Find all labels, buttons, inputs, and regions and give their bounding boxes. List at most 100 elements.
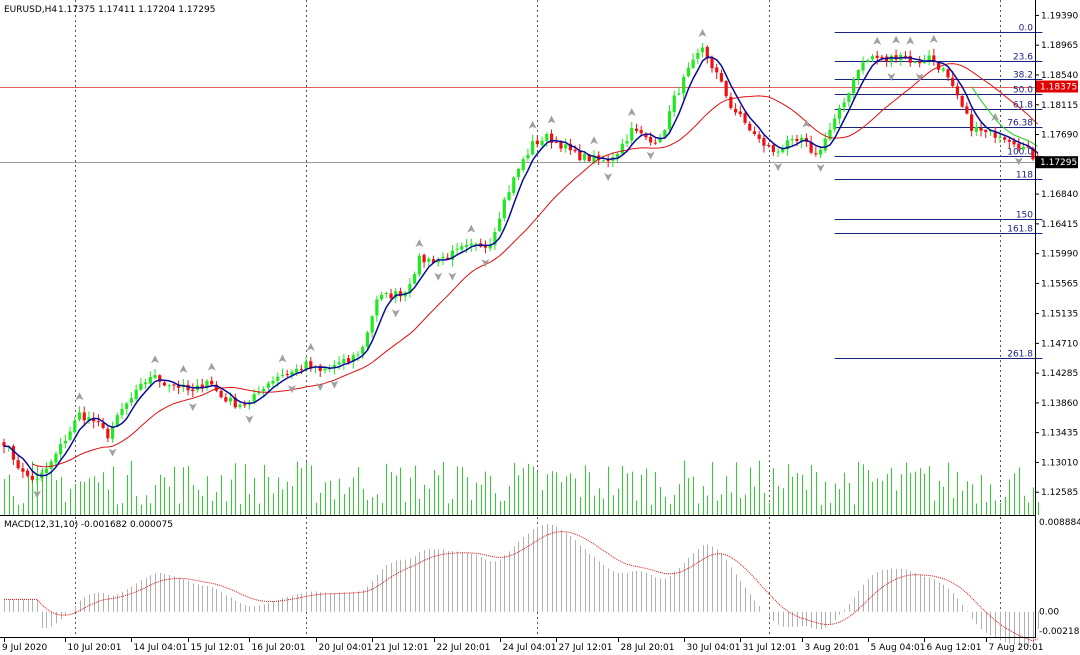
candle[interactable] (441, 252, 445, 265)
candle[interactable] (620, 138, 624, 156)
candle[interactable] (700, 42, 705, 58)
candle[interactable] (21, 462, 25, 479)
candle[interactable] (384, 291, 388, 298)
candle[interactable] (290, 369, 294, 380)
candle[interactable] (219, 387, 223, 399)
candle[interactable] (148, 371, 152, 387)
candle[interactable] (96, 414, 100, 427)
candle[interactable] (436, 257, 440, 267)
candle[interactable] (785, 135, 790, 156)
candle[interactable] (153, 369, 157, 380)
candle[interactable] (729, 92, 733, 110)
candle[interactable] (535, 135, 539, 148)
candle[interactable] (757, 131, 761, 143)
candle[interactable] (427, 256, 431, 266)
candle[interactable] (653, 138, 657, 145)
candle[interactable] (205, 378, 209, 391)
candle[interactable] (120, 402, 124, 420)
candle[interactable] (455, 242, 459, 255)
candle[interactable] (134, 384, 138, 402)
candle[interactable] (54, 451, 58, 467)
candle[interactable] (748, 121, 752, 132)
candle[interactable] (512, 176, 516, 196)
candle[interactable] (955, 82, 960, 100)
candle[interactable] (630, 122, 634, 146)
candle[interactable] (413, 271, 417, 285)
candle[interactable] (483, 240, 488, 254)
candle[interactable] (672, 90, 676, 117)
candle[interactable] (922, 54, 926, 64)
candle[interactable] (861, 56, 865, 75)
candle[interactable] (724, 80, 728, 99)
candle[interactable] (752, 126, 757, 136)
candle[interactable] (186, 380, 190, 396)
candle[interactable] (469, 238, 473, 252)
candle[interactable] (540, 136, 544, 149)
candle[interactable] (493, 227, 497, 251)
candle[interactable] (696, 48, 700, 65)
candle[interactable] (686, 62, 690, 78)
candle[interactable] (979, 122, 983, 137)
candle[interactable] (776, 148, 780, 158)
candle[interactable] (101, 417, 105, 430)
candle[interactable] (417, 253, 421, 278)
candlesticks[interactable] (2, 42, 1040, 485)
candle[interactable] (634, 123, 639, 134)
candle[interactable] (521, 156, 525, 173)
macd-pane[interactable]: MACD(12,31,10) -0.001682 0.000075 (4, 517, 1039, 649)
candle[interactable] (677, 86, 681, 96)
candle[interactable] (125, 401, 129, 415)
candle[interactable] (177, 380, 181, 395)
candle[interactable] (16, 454, 20, 470)
candle[interactable] (526, 148, 530, 162)
candle[interactable] (139, 377, 143, 391)
candle[interactable] (318, 363, 322, 378)
candle[interactable] (2, 438, 6, 454)
candle[interactable] (970, 108, 974, 137)
candle[interactable] (63, 434, 67, 449)
candle[interactable] (129, 392, 134, 406)
candle[interactable] (77, 406, 82, 422)
candle[interactable] (705, 45, 709, 64)
candle[interactable] (691, 53, 695, 70)
candle[interactable] (889, 54, 893, 68)
candle[interactable] (578, 144, 582, 162)
candle[interactable] (110, 421, 115, 443)
candle[interactable] (682, 74, 686, 100)
candle[interactable] (422, 253, 426, 268)
candle[interactable] (974, 121, 978, 137)
price-pane[interactable]: 0.0 23.6 38.2 50.0 61.8 76.38 100.0 118 150 161.8… (0, 0, 1043, 515)
candle[interactable] (856, 69, 860, 86)
candle[interactable] (913, 61, 917, 64)
candle[interactable] (68, 426, 72, 442)
candle[interactable] (167, 383, 171, 393)
candle[interactable] (715, 63, 719, 79)
time-axis[interactable]: 9 Jul 2020 10 Jul 20:01 14 Jul 04:01 15 Jul… (2, 638, 1043, 653)
candle[interactable] (356, 351, 360, 362)
candle[interactable] (106, 426, 110, 443)
candle[interactable] (502, 196, 506, 222)
candle[interactable] (927, 49, 931, 66)
candle[interactable] (1007, 137, 1011, 149)
candle[interactable] (866, 58, 870, 63)
candle[interactable] (549, 129, 554, 149)
candle[interactable] (554, 136, 558, 144)
candle[interactable] (26, 468, 30, 478)
candle[interactable] (370, 315, 374, 338)
candle[interactable] (616, 152, 620, 162)
candle[interactable] (545, 131, 549, 147)
candle[interactable] (818, 146, 823, 159)
candle[interactable] (11, 444, 16, 465)
candle[interactable] (790, 135, 794, 146)
candle[interactable] (606, 155, 610, 168)
candle[interactable] (833, 113, 837, 133)
candle[interactable] (380, 291, 384, 302)
candle[interactable] (734, 103, 738, 116)
candle[interactable] (162, 380, 167, 387)
candle[interactable] (87, 411, 91, 424)
candle[interactable] (719, 69, 724, 83)
candle[interactable] (144, 378, 148, 389)
candle[interactable] (191, 383, 195, 398)
candle[interactable] (568, 138, 572, 155)
candle[interactable] (767, 142, 771, 148)
